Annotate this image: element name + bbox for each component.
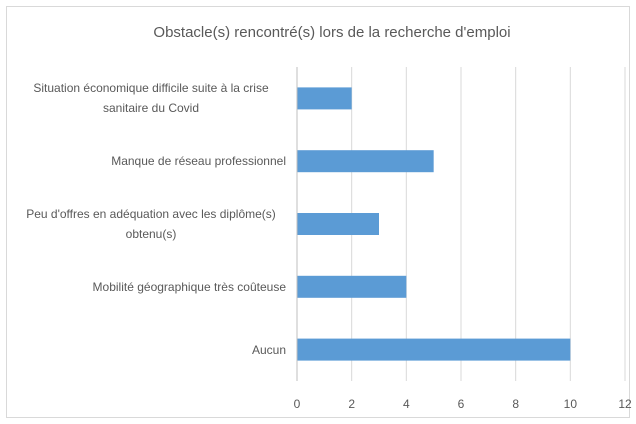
y-tick-label: Peu d'offres en adéquation avec les dipl… <box>26 207 276 241</box>
x-tick-label: 12 <box>618 397 632 411</box>
bar <box>297 87 352 110</box>
bar <box>297 213 379 235</box>
y-tick-label-box: Manque de réseau professionnel <box>16 141 286 181</box>
y-tick-label: Situation économique difficile suite à l… <box>33 81 269 116</box>
x-tick-label: 0 <box>294 397 301 411</box>
x-tick-label: 10 <box>564 397 578 411</box>
y-tick-label-box: Peu d'offres en adéquation avec les dipl… <box>16 204 286 244</box>
bar <box>297 338 571 361</box>
y-tick-label: Mobilité géographique très coûteuse <box>92 279 286 294</box>
y-tick-label: Manque de réseau professionnel <box>111 154 286 169</box>
x-tick-label: 4 <box>403 397 410 411</box>
chart-title: Obstacle(s) rencontré(s) lors de la rech… <box>153 24 510 41</box>
y-tick-label: Aucun <box>251 342 286 357</box>
x-tick-label: 2 <box>348 397 355 411</box>
bar <box>297 150 434 173</box>
y-tick-label-box: Aucun <box>16 330 286 370</box>
x-tick-label: 8 <box>512 397 519 411</box>
y-tick-label-box: Mobilité géographique très coûteuse <box>16 267 286 307</box>
x-tick-label: 6 <box>458 397 465 411</box>
y-tick-label-box: Situation économique difficile suite à l… <box>16 78 286 118</box>
bar <box>297 275 407 298</box>
